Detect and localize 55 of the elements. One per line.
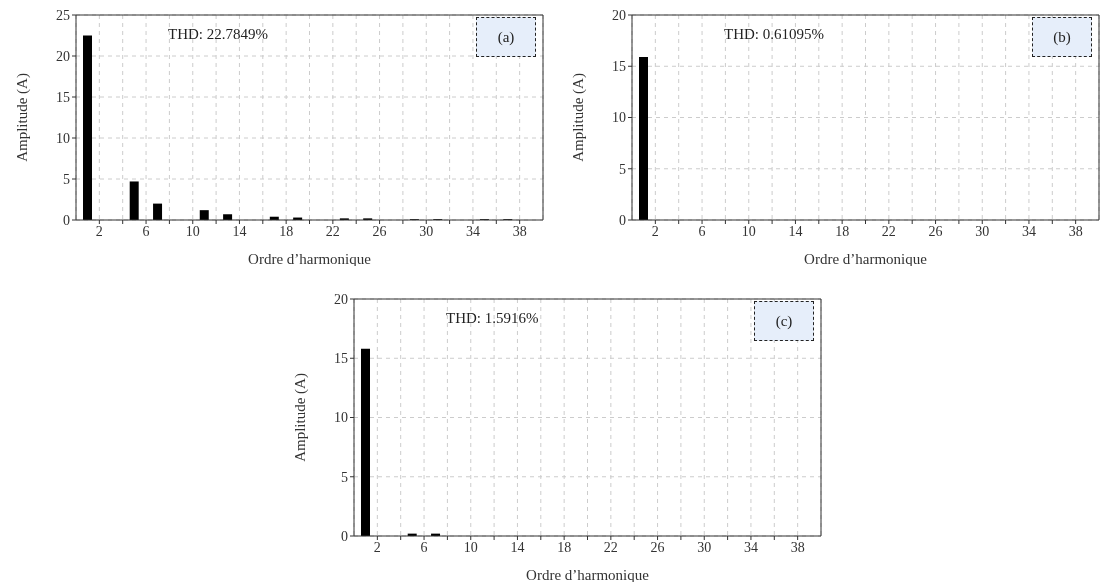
y-tick-label: 20 [334,291,348,307]
x-tick-label: 22 [603,539,618,555]
x-tick-label: 38 [790,539,805,555]
x-tick-label: 38 [512,223,527,239]
annotation: THD: 0.61095% [724,26,824,43]
y-axis-title: Amplitude (A) [292,373,310,462]
x-tick-label: 6 [698,223,706,239]
y-tick-label: 20 [56,48,70,64]
y-tick-label: 5 [63,171,70,187]
x-tick-label: 38 [1068,223,1083,239]
x-tick-label: 14 [232,223,247,239]
y-axis-title: Amplitude (A) [14,73,32,162]
x-tick-label: 22 [325,223,340,239]
y-tick-label: 25 [56,7,70,23]
x-tick-label: 18 [279,223,294,239]
x-tick-label: 34 [743,539,758,555]
x-tick-label: 10 [463,539,478,555]
x-tick-label: 30 [975,223,990,239]
x-tick-label: 14 [510,539,525,555]
annotation: THD: 1.5916% [446,310,539,327]
x-tick-label: 6 [142,223,150,239]
y-tick-label: 0 [619,212,626,228]
x-tick-label: 26 [928,223,943,239]
x-tick-label: 22 [881,223,896,239]
annotation: (c) [754,301,814,341]
x-tick-label: 2 [373,539,381,555]
y-tick-label: 0 [341,528,348,544]
annotation: THD: 22.7849% [168,26,268,43]
y-tick-label: 10 [612,110,626,126]
annotation: (a) [476,17,536,57]
x-tick-label: 14 [788,223,803,239]
y-tick-label: 10 [56,130,70,146]
x-tick-label: 26 [372,223,387,239]
x-tick-label: 10 [741,223,756,239]
annotation: (b) [1032,17,1092,57]
y-tick-label: 15 [56,89,70,105]
x-tick-label: 10 [185,223,200,239]
y-tick-label: 5 [619,161,626,177]
y-tick-label: 20 [612,7,626,23]
x-tick-label: 26 [650,539,665,555]
y-tick-label: 10 [334,410,348,426]
x-tick-label: 18 [557,539,572,555]
x-tick-label: 6 [420,539,428,555]
x-tick-label: 30 [419,223,434,239]
x-tick-label: 2 [651,223,659,239]
x-tick-label: 18 [835,223,850,239]
y-tick-label: 5 [341,469,348,485]
y-tick-label: 15 [612,59,626,75]
x-tick-label: 30 [697,539,712,555]
y-tick-label: 0 [63,212,70,228]
y-tick-label: 15 [334,351,348,367]
x-tick-label: 34 [465,223,480,239]
y-axis-title: Amplitude (A) [570,73,588,162]
x-tick-label: 2 [95,223,103,239]
x-tick-label: 34 [1021,223,1036,239]
